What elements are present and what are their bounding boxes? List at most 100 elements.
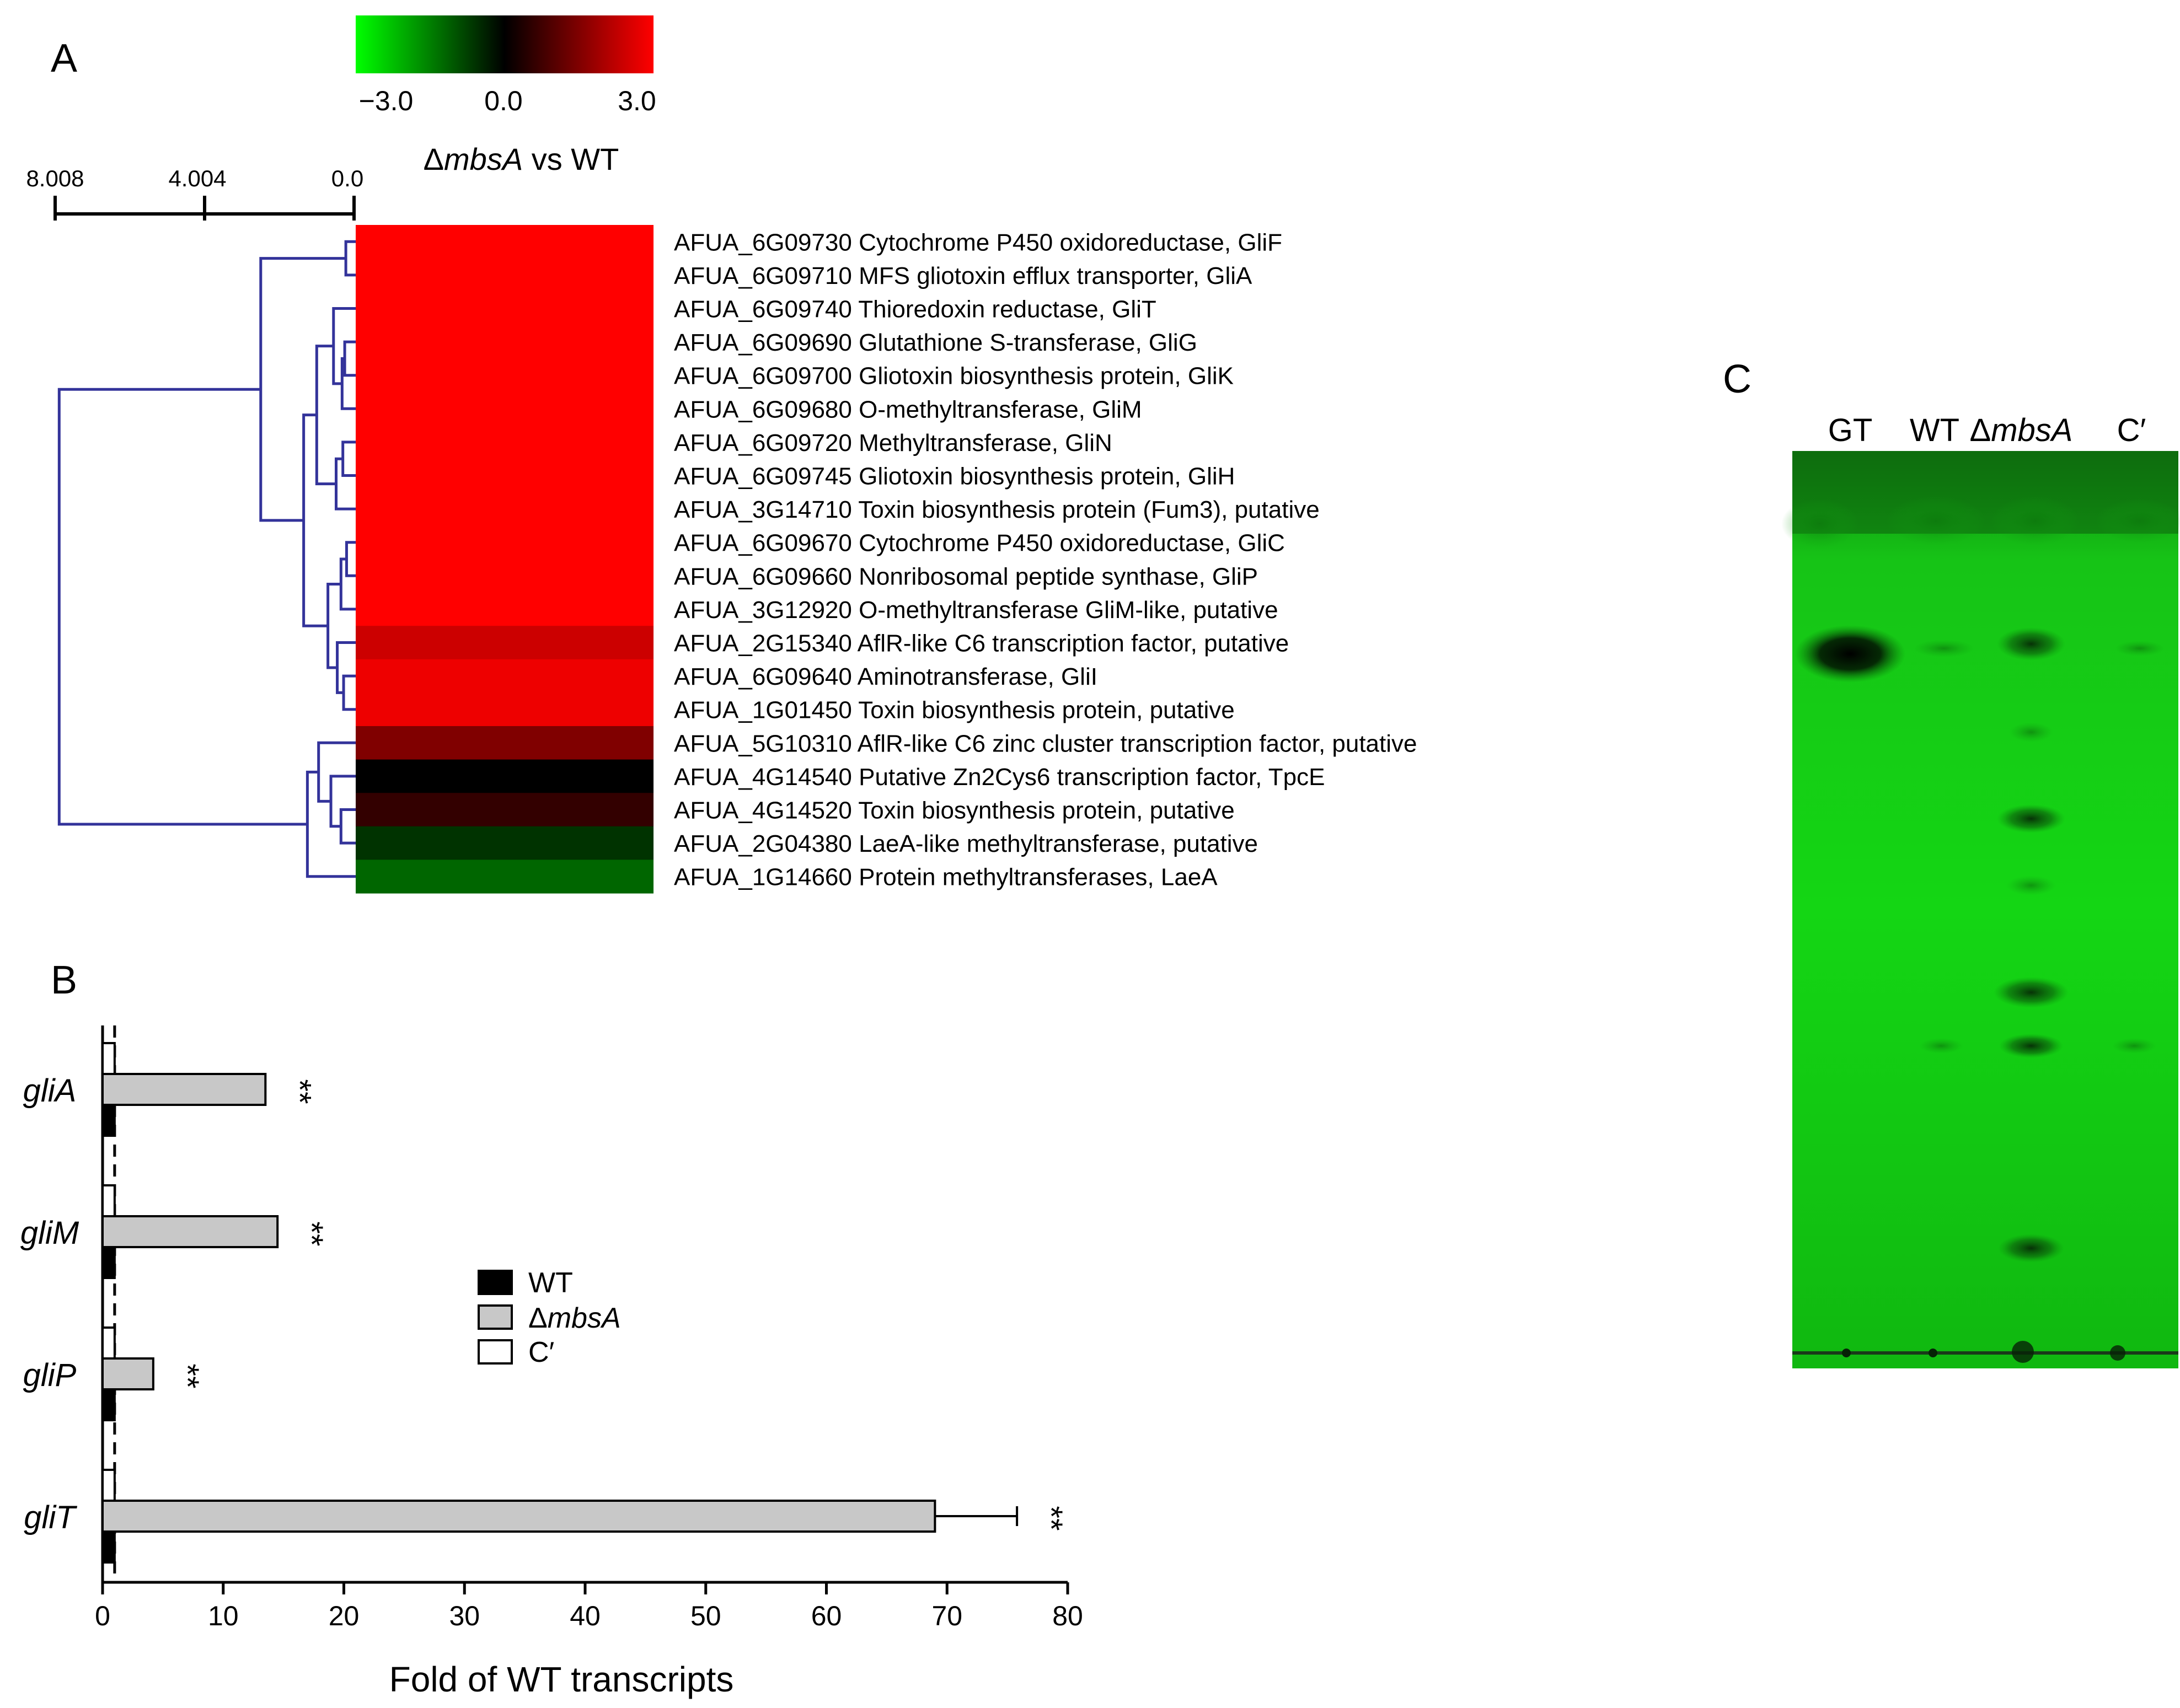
- heatmap-cell-AFUA_6G09730: [356, 225, 654, 259]
- dendrogram-branch: [345, 541, 356, 577]
- legend-swatch-mbsA: [478, 1304, 513, 1330]
- tlc-origin-dot-mbsA: [2012, 1341, 2034, 1363]
- heatmap-cell-AFUA_6G09745: [356, 459, 654, 493]
- colorbar-tick-min: −3.0: [359, 85, 414, 116]
- heatmap-row-label: AFUA_6G09730 Cytochrome P450 oxidoreduct…: [674, 229, 1282, 256]
- heatmap-cell-AFUA_4G14540: [356, 759, 654, 793]
- heatmap-row-label: AFUA_6G09690 Glutathione S-transferase, …: [674, 329, 1197, 356]
- dendrogram-branch: [326, 582, 341, 669]
- heatmap-cell-AFUA_1G14660: [356, 860, 654, 894]
- heatmap-cell-AFUA_2G15340: [356, 626, 654, 660]
- heatmap-row-label: AFUA_4G14540 Putative Zn2Cys6 transcript…: [674, 764, 1325, 791]
- heatmap-row-label: AFUA_6G09700 Gliotoxin biosynthesis prot…: [674, 363, 1234, 390]
- dendrogram-branch: [340, 357, 356, 410]
- bar-x-tick-label: 10: [208, 1600, 239, 1631]
- heatmap-cell-AFUA_6G09670: [356, 525, 654, 560]
- tlc-spot-gt-gliotoxin: [1795, 625, 1905, 683]
- tlc-origin-dot-c: [2110, 1345, 2125, 1361]
- dendrogram-branch: [339, 557, 356, 611]
- dendro-scale-label-2: 0.0: [331, 165, 363, 191]
- bar-mbsA-gliP: [101, 1357, 154, 1390]
- bar-significance: **: [169, 1363, 205, 1388]
- bar-x-tick-label: 80: [1052, 1600, 1083, 1631]
- heatmap-cell-AFUA_2G04380: [356, 826, 654, 860]
- colorbar-tick-max: 3.0: [618, 85, 656, 116]
- heatmap-cell-AFUA_1G01450: [356, 692, 654, 727]
- dendrogram-branch: [329, 775, 356, 828]
- bar-significance: **: [1033, 1506, 1069, 1530]
- legend-label-wt: WT: [528, 1267, 573, 1299]
- bar-x-tick-label: 50: [690, 1600, 721, 1631]
- heatmap-row-label: AFUA_1G01450 Toxin biosynthesis protein,…: [674, 697, 1235, 724]
- tlc-spot-mbsA-band3: [1997, 804, 2065, 833]
- heatmap-row-label: AFUA_5G10310 AflR-like C6 zinc cluster t…: [674, 730, 1417, 757]
- colorbar-label-italic: mbsA: [444, 142, 523, 176]
- heatmap: [356, 225, 654, 894]
- bar-c-gliM: [101, 1184, 116, 1217]
- legend-swatch-wt: [478, 1270, 513, 1295]
- heatmap-cell-AFUA_3G14710: [356, 492, 654, 526]
- heatmap-row-label: AFUA_1G14660 Protein methyltransferases,…: [674, 864, 1218, 891]
- tlc-lane-c: C′: [2117, 412, 2146, 448]
- tlc-spot-c-faint: [2112, 1038, 2156, 1054]
- panel-label-c: C: [1723, 357, 1752, 401]
- heatmap-cell-AFUA_6G09740: [356, 292, 654, 326]
- dendrogram-branch: [335, 457, 356, 511]
- legend-label-c: C′: [528, 1336, 554, 1368]
- bar-category-label: gliA: [23, 1073, 77, 1109]
- heatmap-cell-AFUA_6G09720: [356, 425, 654, 459]
- bar-category-label: gliM: [20, 1215, 79, 1251]
- heatmap-row-label: AFUA_6G09720 Methyltransferase, GliN: [674, 429, 1112, 456]
- tlc-front-spot-mbsA: [1991, 496, 2079, 546]
- bar-x-tick-label: 70: [931, 1600, 962, 1631]
- tlc-spot-mbsA-band4: [2006, 876, 2056, 895]
- colorbar-tick-mid: 0.0: [484, 85, 523, 116]
- heatmap-cell-AFUA_5G10310: [356, 726, 654, 760]
- dendrogram-branch: [341, 441, 356, 477]
- colorbar: [356, 15, 654, 73]
- heatmap-row-label: AFUA_6G09680 O-methyltransferase, GliM: [674, 396, 1142, 423]
- heatmap-row-label: AFUA_6G09670 Cytochrome P450 oxidoreduct…: [674, 530, 1285, 557]
- heatmap-row-label: AFUA_6G09745 Gliotoxin biosynthesis prot…: [674, 463, 1235, 490]
- tlc-lane-gt: GT: [1828, 412, 1873, 448]
- dendrogram-branch: [343, 340, 356, 377]
- bar-x-tick-label: 40: [570, 1600, 601, 1631]
- colorbar-label-suffix: vs WT: [523, 142, 619, 176]
- heatmap-row-label: AFUA_3G12920 O-methyltransferase GliM-li…: [674, 597, 1278, 624]
- dendrogram-branch: [315, 345, 336, 486]
- bar-category-label: gliT: [24, 1500, 77, 1535]
- heatmap-cell-AFUA_6G09690: [356, 325, 654, 359]
- heatmap-row-label: AFUA_6G09740 Thioredoxin reductase, GliT: [674, 296, 1156, 323]
- dendrogram-branch: [344, 240, 356, 277]
- dendrogram-scale: [53, 196, 356, 221]
- tlc-plate-background: [1792, 451, 2178, 1368]
- bar-wt-gliA: [101, 1104, 116, 1137]
- bar-x-axis-title: Fold of WT transcripts: [389, 1659, 734, 1699]
- dendrogram-branch: [339, 808, 356, 845]
- heatmap-cell-AFUA_6G09700: [356, 358, 654, 393]
- heatmap-cell-AFUA_3G12920: [356, 592, 654, 626]
- heatmap-row-label: AFUA_6G09640 Aminotransferase, GliI: [674, 663, 1097, 690]
- bar-x-tick-label: 20: [329, 1600, 360, 1631]
- heatmap-row-label: AFUA_3G14710 Toxin biosynthesis protein …: [674, 496, 1320, 523]
- tlc-front-spot-wt: [1886, 496, 1985, 546]
- heatmap-cell-AFUA_4G14520: [356, 793, 654, 827]
- dendro-scale-label-0: 8.008: [26, 165, 84, 191]
- tlc-front-spot-gt: [1781, 499, 1858, 549]
- heatmap-cell-AFUA_6G09660: [356, 559, 654, 593]
- heatmap-labels: AFUA_6G09730 Cytochrome P450 oxidoreduct…: [674, 229, 1417, 890]
- bar-chart: 0 10 20 30 40 50 60 70 80 gliA ** gliM ** gliP ** gliT *…: [20, 1025, 1083, 1631]
- bar-significance: **: [293, 1221, 329, 1246]
- heatmap-cell-AFUA_6G09710: [356, 258, 654, 292]
- heatmap-row-label: AFUA_2G04380 LaeA-like methyltransferase…: [674, 830, 1258, 857]
- heatmap-row-label: AFUA_4G14520 Toxin biosynthesis protein,…: [674, 797, 1235, 824]
- bar-wt-gliM: [101, 1246, 116, 1279]
- colorbar-label-prefix: Δ: [424, 142, 444, 176]
- bar-c-gliP: [101, 1326, 116, 1360]
- heatmap-cell-AFUA_6G09640: [356, 659, 654, 693]
- tlc-front-spot-c: [2096, 499, 2180, 543]
- bar-legend: WT ΔmbsA C′: [478, 1267, 621, 1368]
- bar-mbsA-gliM: [101, 1215, 279, 1248]
- tlc-plate: [1781, 451, 2180, 1368]
- tlc-spot-mbsA-band2: [2009, 722, 2053, 742]
